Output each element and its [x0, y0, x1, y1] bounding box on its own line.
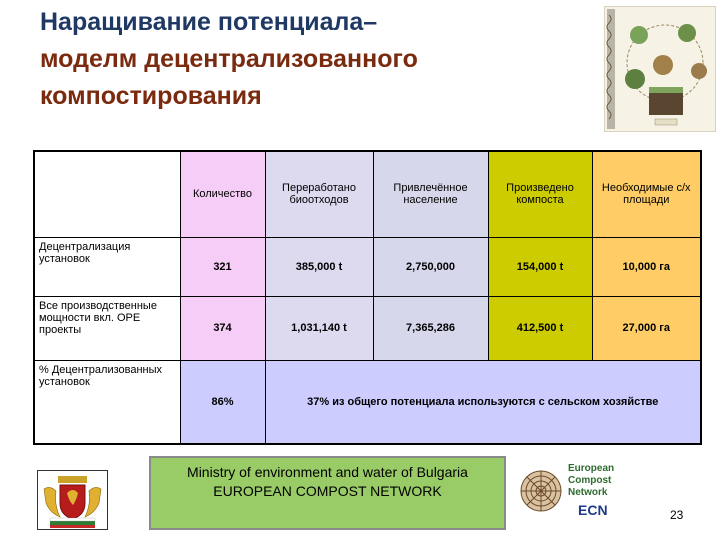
footer-network: EUROPEAN COMPOST NETWORK [213, 483, 442, 499]
ecn-logo-icon: European Compost Network ECN [516, 455, 618, 533]
slide-title: Наращивание потенциала– моделм децентрал… [40, 4, 580, 115]
table-row: Все производственные мощности вкл. OPE п… [33, 295, 702, 361]
cell-count: 374 [179, 295, 266, 361]
cell-area: 27,000 га [591, 295, 702, 361]
empty-corner-cell [33, 150, 181, 238]
ecn-logo-line1: European [568, 463, 614, 474]
title-line-3: компостирования [40, 82, 262, 110]
page-number: 23 [670, 508, 684, 522]
ecn-logo-line3: Network [568, 487, 608, 498]
summary-note: 37% из общего потенциала используются с … [264, 359, 702, 445]
compost-cycle-illustration [604, 6, 716, 132]
cell-processed: 1,031,140 t [264, 295, 374, 361]
cell-compost: 154,000 t [487, 236, 593, 297]
table-row: % Децентрализованных установок 86% 37% и… [33, 359, 702, 445]
ecn-logo-abbr: ECN [578, 502, 608, 518]
ecn-logo-line2: Compost [568, 475, 612, 486]
header-population: Привлечённое население [372, 150, 489, 238]
footer-banner: Ministry of environment and water of Bul… [149, 456, 506, 530]
header-processed: Переработано биоотходов [264, 150, 374, 238]
row-label: Децентрализация установок [33, 236, 181, 297]
bulgaria-coat-of-arms-icon [37, 470, 108, 530]
row-label: % Децентрализованных установок [33, 359, 181, 445]
potential-table: Количество Переработано биоотходов Привл… [33, 150, 702, 445]
cell-population: 7,365,286 [372, 295, 489, 361]
cell-population: 2,750,000 [372, 236, 489, 297]
cell-count: 86% [179, 359, 266, 445]
table-row: Децентрализация установок 321 385,000 t … [33, 236, 702, 297]
footer-ministry: Ministry of environment and water of Bul… [187, 464, 468, 480]
cell-area: 10,000 га [591, 236, 702, 297]
row-label: Все производственные мощности вкл. OPE п… [33, 295, 181, 361]
cell-compost: 412,500 t [487, 295, 593, 361]
title-line-1: Наращивание потенциала– [40, 8, 378, 36]
cell-processed: 385,000 t [264, 236, 374, 297]
table-header-row: Количество Переработано биоотходов Привл… [33, 150, 702, 238]
header-count: Количество [179, 150, 266, 238]
title-line-2: моделм децентрализованного [40, 45, 418, 73]
header-area: Необходимые с/х площади [591, 150, 702, 238]
header-compost: Произведено компоста [487, 150, 593, 238]
cell-count: 321 [179, 236, 266, 297]
